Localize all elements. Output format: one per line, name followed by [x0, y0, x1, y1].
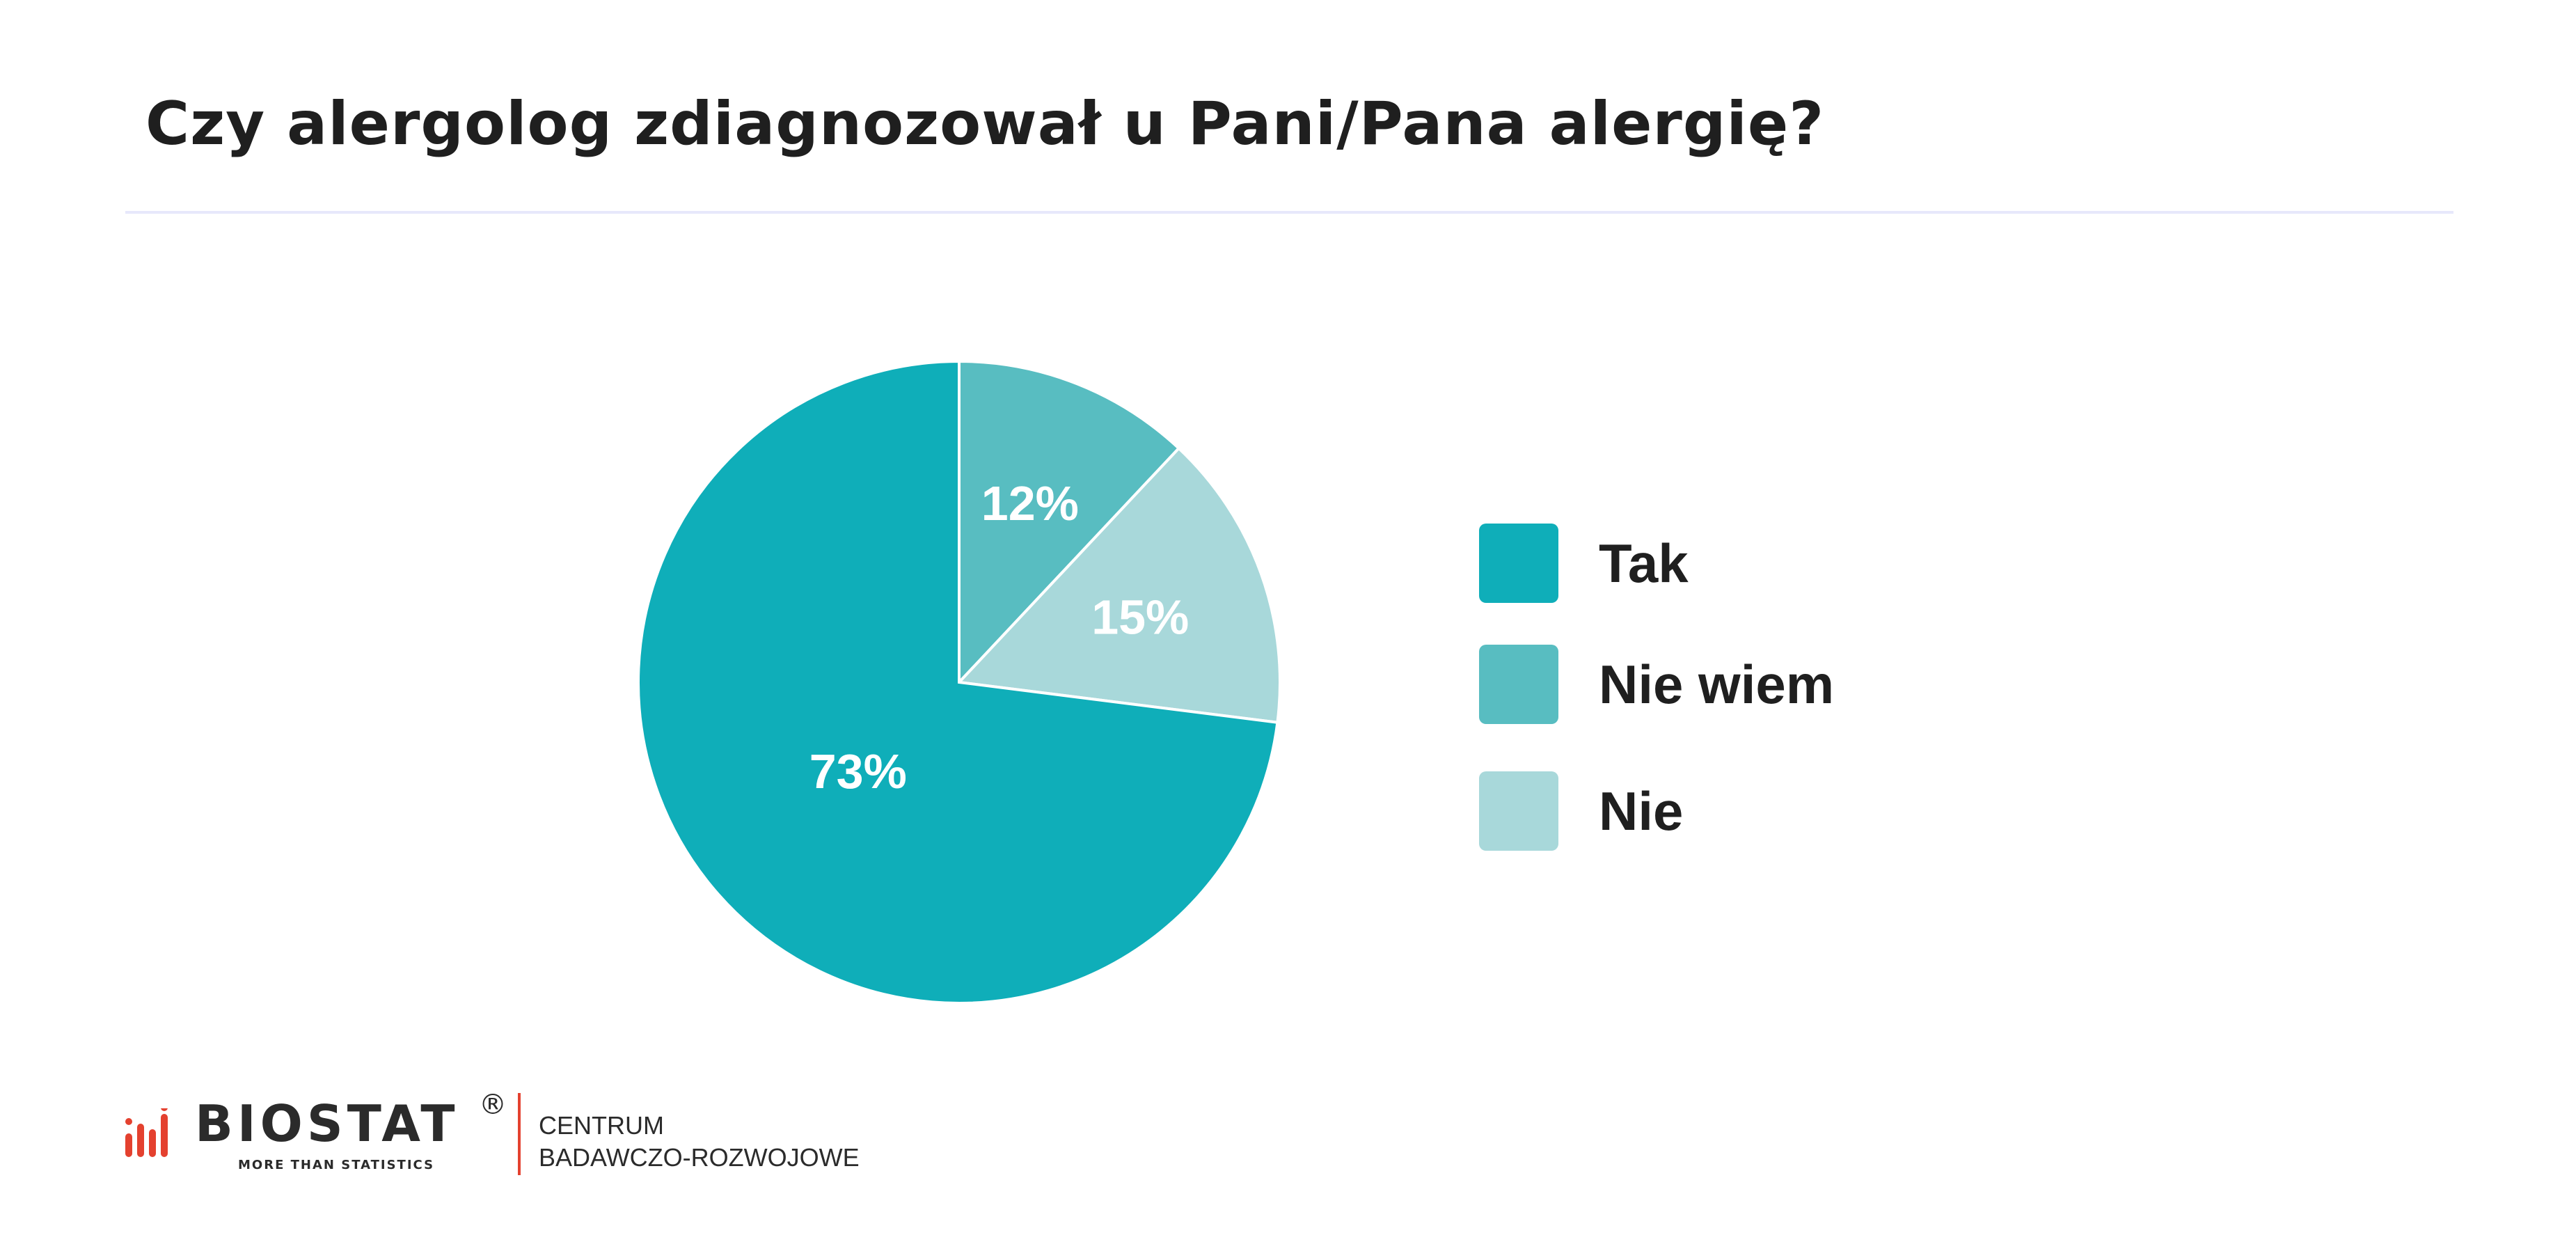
logo-subtitle: CENTRUM BADAWCZO-ROZWOJOWE [539, 1110, 860, 1174]
legend-label: Nie [1599, 780, 1684, 842]
legend-label: Tak [1599, 533, 1689, 594]
data-label-nie-wiem: 12% [981, 476, 1079, 530]
pie-slice-tak [637, 359, 1279, 1005]
pie-slices [637, 359, 1281, 1005]
data-label-nie: 15% [1091, 590, 1189, 644]
title-divider [125, 211, 2453, 214]
pie-slice-nie [956, 446, 1281, 725]
logo-divider [518, 1093, 521, 1175]
legend-swatch [1479, 524, 1558, 603]
logo-registered-mark: ® [479, 1089, 507, 1121]
legend-label: Nie wiem [1599, 654, 1835, 715]
logo-bars-icon [125, 1108, 168, 1157]
logo-wordmark: BIOSTAT [195, 1094, 459, 1153]
biostat-logo: BIOSTAT ® MORE THAN STATISTICS CENTRUM B… [125, 1089, 961, 1190]
legend-item-tak: Tak [1479, 524, 2105, 606]
logo-subtitle-line-1: CENTRUM [539, 1111, 664, 1140]
legend-swatch [1479, 771, 1558, 851]
pie-slice-nie-wiem [958, 359, 1181, 686]
data-label-tak: 73% [809, 744, 907, 799]
chart-title: Czy alergolog zdiagnozował u Pani/Pana a… [145, 89, 1825, 159]
legend-item-nie-wiem: Nie wiem [1479, 645, 2105, 727]
logo-subtitle-line-2: BADAWCZO-ROZWOJOWE [539, 1143, 860, 1172]
pie-data-labels: 12% 15% 73% [809, 476, 1190, 799]
legend-item-nie: Nie [1479, 771, 2105, 854]
logo-tagline: MORE THAN STATISTICS [238, 1158, 435, 1172]
legend-swatch [1479, 645, 1558, 724]
